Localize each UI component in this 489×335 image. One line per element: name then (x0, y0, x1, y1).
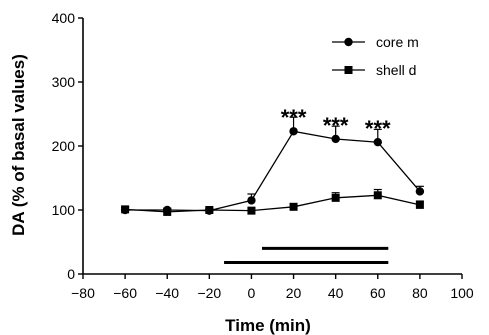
significance-marker: *** (365, 116, 391, 141)
legend-label: core m (376, 34, 419, 50)
legend: core m shell d (332, 34, 419, 78)
significance-marker: *** (323, 113, 349, 138)
y-tick-label: 200 (52, 138, 76, 154)
data-point (121, 205, 130, 214)
y-tick-label: 0 (67, 266, 75, 282)
legend-marker (344, 37, 353, 47)
data-point (373, 137, 382, 147)
x-tick-label: 20 (286, 285, 302, 301)
x-tick-label: 60 (370, 285, 386, 301)
data-point (415, 187, 425, 196)
data-point (205, 206, 214, 214)
y-tick-label: 100 (52, 202, 76, 218)
series-line (125, 194, 421, 213)
legend-marker (344, 66, 353, 74)
series-shell-d (121, 188, 424, 216)
data-point (373, 191, 382, 200)
ticks: −80 −60 −40 −20 0 20 40 60 80 100 0 100 200 300 400 (52, 10, 474, 301)
data-point (289, 202, 298, 211)
x-tick-label: 100 (450, 285, 474, 301)
y-tick-label: 300 (52, 74, 76, 90)
data-point (247, 196, 256, 205)
x-tick-label: −80 (71, 285, 95, 301)
legend-label: shell d (376, 62, 416, 78)
y-axis-title: DA (% of basal values) (9, 54, 28, 236)
data-point (289, 127, 298, 136)
x-tick-label: −40 (155, 285, 179, 301)
data-point (331, 193, 340, 202)
series-line (125, 130, 421, 212)
significance-marker: *** (281, 105, 307, 130)
x-tick-label: 80 (412, 285, 428, 301)
x-tick-label: −60 (113, 285, 137, 301)
data-point (247, 206, 256, 215)
axes (82, 18, 462, 275)
horizontal-bars (224, 246, 389, 264)
x-tick-label: −20 (197, 285, 221, 301)
annotations: *** *** *** (281, 105, 391, 141)
data-point (163, 207, 172, 216)
y-tick-label: 400 (52, 10, 76, 26)
series-group (120, 116, 425, 216)
x-tick-label: 40 (328, 285, 344, 301)
x-axis-title: Time (min) (225, 316, 311, 335)
legend-item: core m (332, 34, 419, 50)
legend-item: shell d (332, 62, 416, 78)
data-point (331, 134, 340, 144)
x-tick-label: 0 (248, 285, 256, 301)
data-point (415, 200, 424, 209)
